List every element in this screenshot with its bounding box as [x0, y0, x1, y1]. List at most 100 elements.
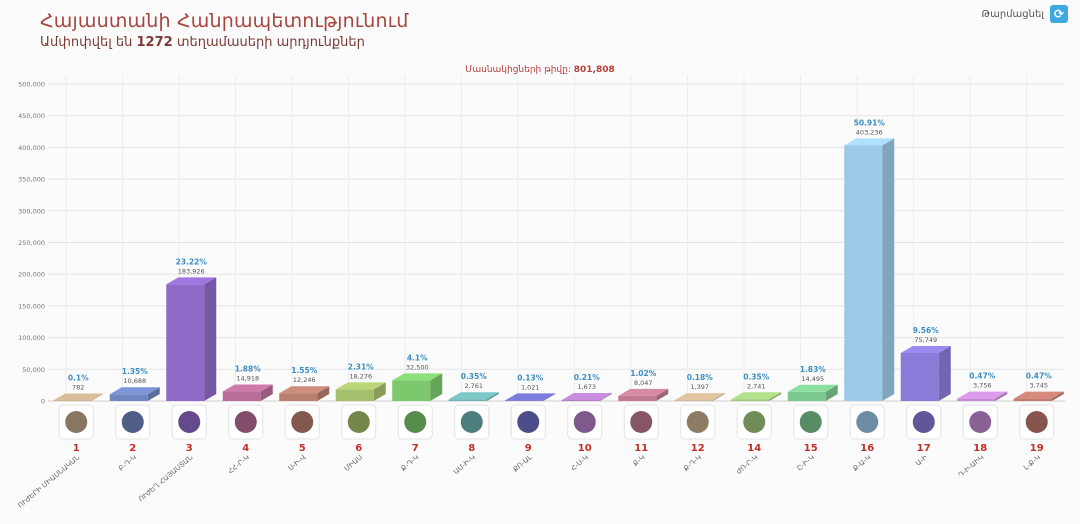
party-name-label: ՀՀ-Ր-Կ	[227, 453, 251, 475]
subtitle-suffix: տեղամասերի արդյունքներ	[176, 35, 365, 50]
refresh-icon[interactable]: ⟳	[1050, 5, 1068, 23]
category-number: 16	[860, 443, 874, 454]
percent-label: 23.22%	[176, 257, 208, 266]
bar-top	[1013, 391, 1064, 399]
bar-side	[825, 384, 838, 401]
party-name-label: ՈՒԺԵՐԻ ՄԻԱՍՆԱԿԱՆ	[17, 453, 82, 509]
y-tick-label: 450,000	[18, 112, 45, 120]
logo-emblem	[347, 411, 370, 433]
logo-emblem	[178, 411, 201, 433]
bar-side	[656, 388, 669, 401]
bar	[957, 398, 996, 401]
percent-label: 1.83%	[800, 365, 827, 374]
value-label: 1,397	[690, 383, 709, 391]
y-tick-label: 400,000	[18, 144, 45, 152]
value-label: 1,021	[521, 383, 540, 391]
bar-side	[430, 373, 443, 401]
logo-emblem	[65, 411, 88, 433]
logo-emblem	[856, 411, 879, 433]
party-name-label: Ք-Կ	[631, 453, 646, 467]
category-number: 8	[468, 443, 475, 454]
percent-label: 2.31%	[348, 362, 375, 371]
party-logo	[736, 404, 772, 440]
logo-emblem	[460, 411, 483, 433]
page-title: Հայաստանի Հանրապետությունում	[40, 10, 409, 32]
percent-label: 9.56%	[913, 326, 940, 335]
logo-emblem	[743, 411, 766, 433]
party-logo	[454, 404, 490, 440]
value-label: 12,246	[293, 376, 316, 384]
logo-emblem	[234, 411, 257, 433]
bar	[335, 389, 374, 401]
party-logo	[341, 404, 377, 440]
bar	[787, 391, 826, 401]
party-name-label: ԱՄ-Ի-Կ	[452, 453, 477, 476]
party-logo	[849, 404, 885, 440]
party-logo	[115, 404, 151, 440]
percent-label: 0.21%	[574, 373, 601, 382]
percent-label: 0.35%	[743, 372, 770, 381]
logo-emblem	[404, 411, 427, 433]
category-number: 3	[186, 443, 193, 454]
bar	[166, 284, 205, 401]
party-logo	[284, 404, 320, 440]
logo-emblem	[630, 411, 653, 433]
bar-side	[1051, 391, 1064, 401]
value-label: 1,673	[577, 383, 596, 391]
refresh-button[interactable]: Թարմացնել ⟳	[982, 5, 1068, 23]
y-tick-label: 300,000	[18, 207, 45, 215]
bar-side	[260, 384, 273, 401]
value-label: 2,741	[747, 382, 766, 390]
bar	[900, 352, 939, 401]
party-name-label: Դ-Ի-ԱԻԿ	[957, 453, 986, 479]
party-name-label: ՈՒԺԵՂ ՀԱՅԱՍՏԱՆ	[137, 453, 194, 503]
bar	[448, 399, 487, 401]
party-logo	[510, 404, 546, 440]
party-name-label: Ք-Դ-Կ	[399, 453, 420, 472]
bar	[1013, 398, 1052, 401]
bar-top	[448, 392, 499, 400]
bar	[505, 400, 544, 401]
category-number: 19	[1030, 443, 1044, 454]
bar	[222, 391, 261, 401]
value-label: 2,761	[464, 382, 483, 390]
logo-emblem	[969, 411, 992, 433]
bar-top	[222, 384, 273, 392]
percent-label: 50.91%	[854, 118, 886, 127]
bar-side	[769, 392, 782, 401]
y-tick-label: 50,000	[22, 366, 45, 374]
percent-label: 1.35%	[122, 367, 149, 376]
bar-top	[561, 392, 612, 400]
bar-side	[995, 391, 1008, 401]
party-name-label: ՄԻԱՍ	[343, 453, 364, 473]
y-tick-label: 150,000	[18, 302, 45, 310]
party-logo	[567, 404, 603, 440]
party-logo	[1019, 404, 1055, 440]
value-label: 8,047	[634, 379, 653, 387]
category-number: 2	[129, 443, 136, 454]
party-name-label: Բ-Դ-Կ	[117, 453, 138, 472]
percent-label: 0.18%	[687, 373, 714, 382]
logo-emblem	[686, 411, 709, 433]
y-tick-label: 200,000	[18, 271, 45, 279]
bar-top	[505, 393, 556, 401]
party-logo	[397, 404, 433, 440]
bar-side	[712, 393, 725, 401]
party-logo	[680, 404, 716, 440]
party-name-label: ԺՈ-Ր-Կ	[735, 453, 760, 475]
party-name-label: Ք-Դ-Կ	[682, 453, 703, 472]
bar-side	[91, 393, 104, 401]
bar-top	[957, 391, 1008, 399]
bar	[279, 393, 318, 401]
bar-side	[882, 138, 895, 401]
party-logo	[171, 404, 207, 440]
logo-emblem	[291, 411, 314, 433]
party-logo	[962, 404, 998, 440]
bar-top	[53, 393, 104, 401]
party-logo	[793, 404, 829, 440]
logo-emblem	[1025, 411, 1048, 433]
participants-info: Մասնակիցների թիվը: 801,808	[0, 65, 1080, 75]
subtitle-count: 1272	[136, 35, 173, 50]
percent-label: 0.47%	[969, 372, 996, 381]
